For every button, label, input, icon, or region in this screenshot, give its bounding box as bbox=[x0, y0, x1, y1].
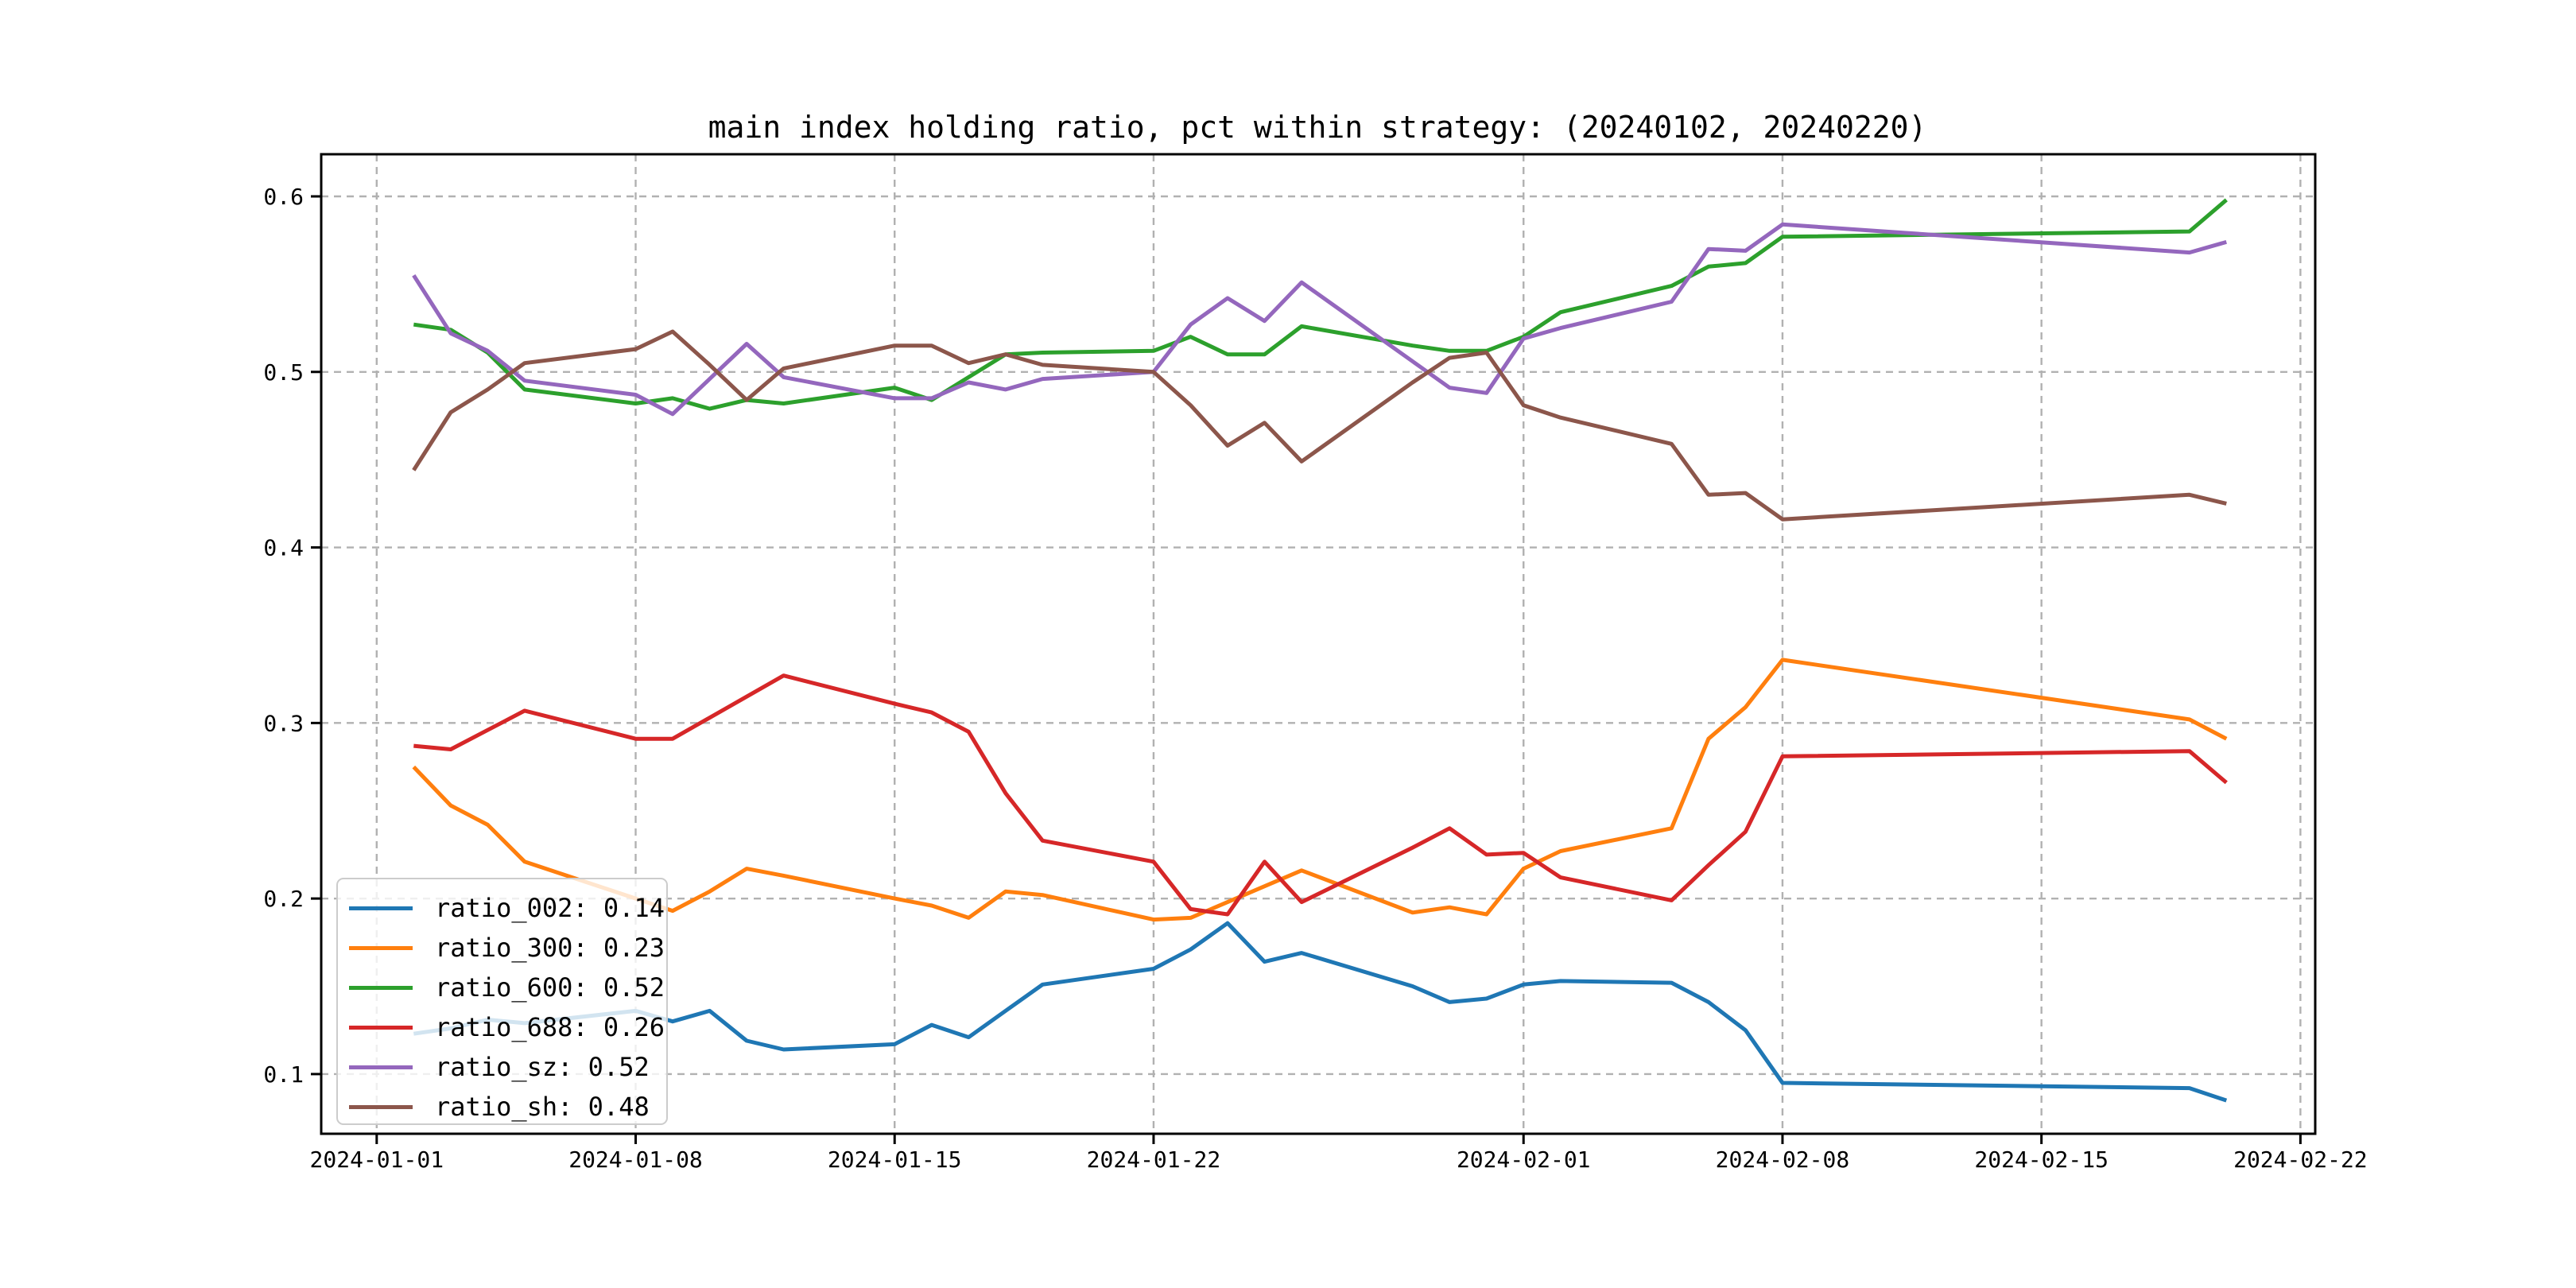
y-tick-label: 0.5 bbox=[263, 359, 304, 386]
legend-label: ratio_600: 0.52 bbox=[435, 972, 665, 1003]
series-line-ratio_300 bbox=[412, 658, 2228, 922]
x-tick-label: 2024-02-22 bbox=[2233, 1146, 2368, 1173]
y-tick-label: 0.2 bbox=[263, 886, 304, 912]
y-tick-label: 0.6 bbox=[263, 184, 304, 210]
series-line-ratio_688 bbox=[413, 673, 2228, 917]
legend-item: ratio_002: 0.14 bbox=[349, 888, 666, 928]
chart-title: main index holding ratio, pct within str… bbox=[708, 110, 1927, 145]
x-tick-label: 2024-02-08 bbox=[1716, 1146, 1850, 1173]
series-line-ratio_sz bbox=[412, 222, 2227, 417]
series-line-ratio_600 bbox=[413, 198, 2228, 411]
y-tick-label: 0.3 bbox=[263, 710, 304, 736]
legend-item: ratio_sz: 0.52 bbox=[349, 1047, 666, 1087]
x-tick-label: 2024-02-15 bbox=[1974, 1146, 2109, 1173]
series-line-ratio_sh bbox=[412, 329, 2227, 522]
legend: ratio_002: 0.14 ratio_300: 0.23 ratio_600:… bbox=[336, 878, 668, 1125]
legend-item: ratio_sh: 0.48 bbox=[349, 1087, 666, 1127]
x-tick-label: 2024-01-15 bbox=[828, 1146, 962, 1173]
x-tick-label: 2024-01-08 bbox=[568, 1146, 703, 1173]
x-tick-label: 2024-02-01 bbox=[1457, 1146, 1591, 1173]
x-tick-label: 2024-01-01 bbox=[310, 1146, 444, 1173]
legend-item: ratio_688: 0.26 bbox=[349, 1007, 666, 1047]
x-tick-label: 2024-01-22 bbox=[1087, 1146, 1221, 1173]
legend-label: ratio_sz: 0.52 bbox=[435, 1052, 650, 1082]
legend-line-sample bbox=[349, 945, 413, 950]
legend-line-sample bbox=[349, 985, 413, 990]
legend-label: ratio_sh: 0.48 bbox=[435, 1092, 650, 1122]
legend-line-sample bbox=[349, 1025, 413, 1030]
legend-label: ratio_002: 0.14 bbox=[435, 893, 665, 923]
legend-label: ratio_300: 0.23 bbox=[435, 933, 665, 963]
legend-line-sample bbox=[349, 1104, 413, 1109]
legend-item: ratio_600: 0.52 bbox=[349, 968, 666, 1007]
legend-label: ratio_688: 0.26 bbox=[435, 1012, 665, 1042]
y-tick-label: 0.1 bbox=[263, 1061, 304, 1088]
legend-line-sample bbox=[349, 906, 413, 910]
y-tick-label: 0.4 bbox=[263, 535, 304, 561]
legend-line-sample bbox=[349, 1065, 413, 1069]
axes-box bbox=[320, 153, 2317, 1135]
legend-item: ratio_300: 0.23 bbox=[349, 928, 666, 968]
